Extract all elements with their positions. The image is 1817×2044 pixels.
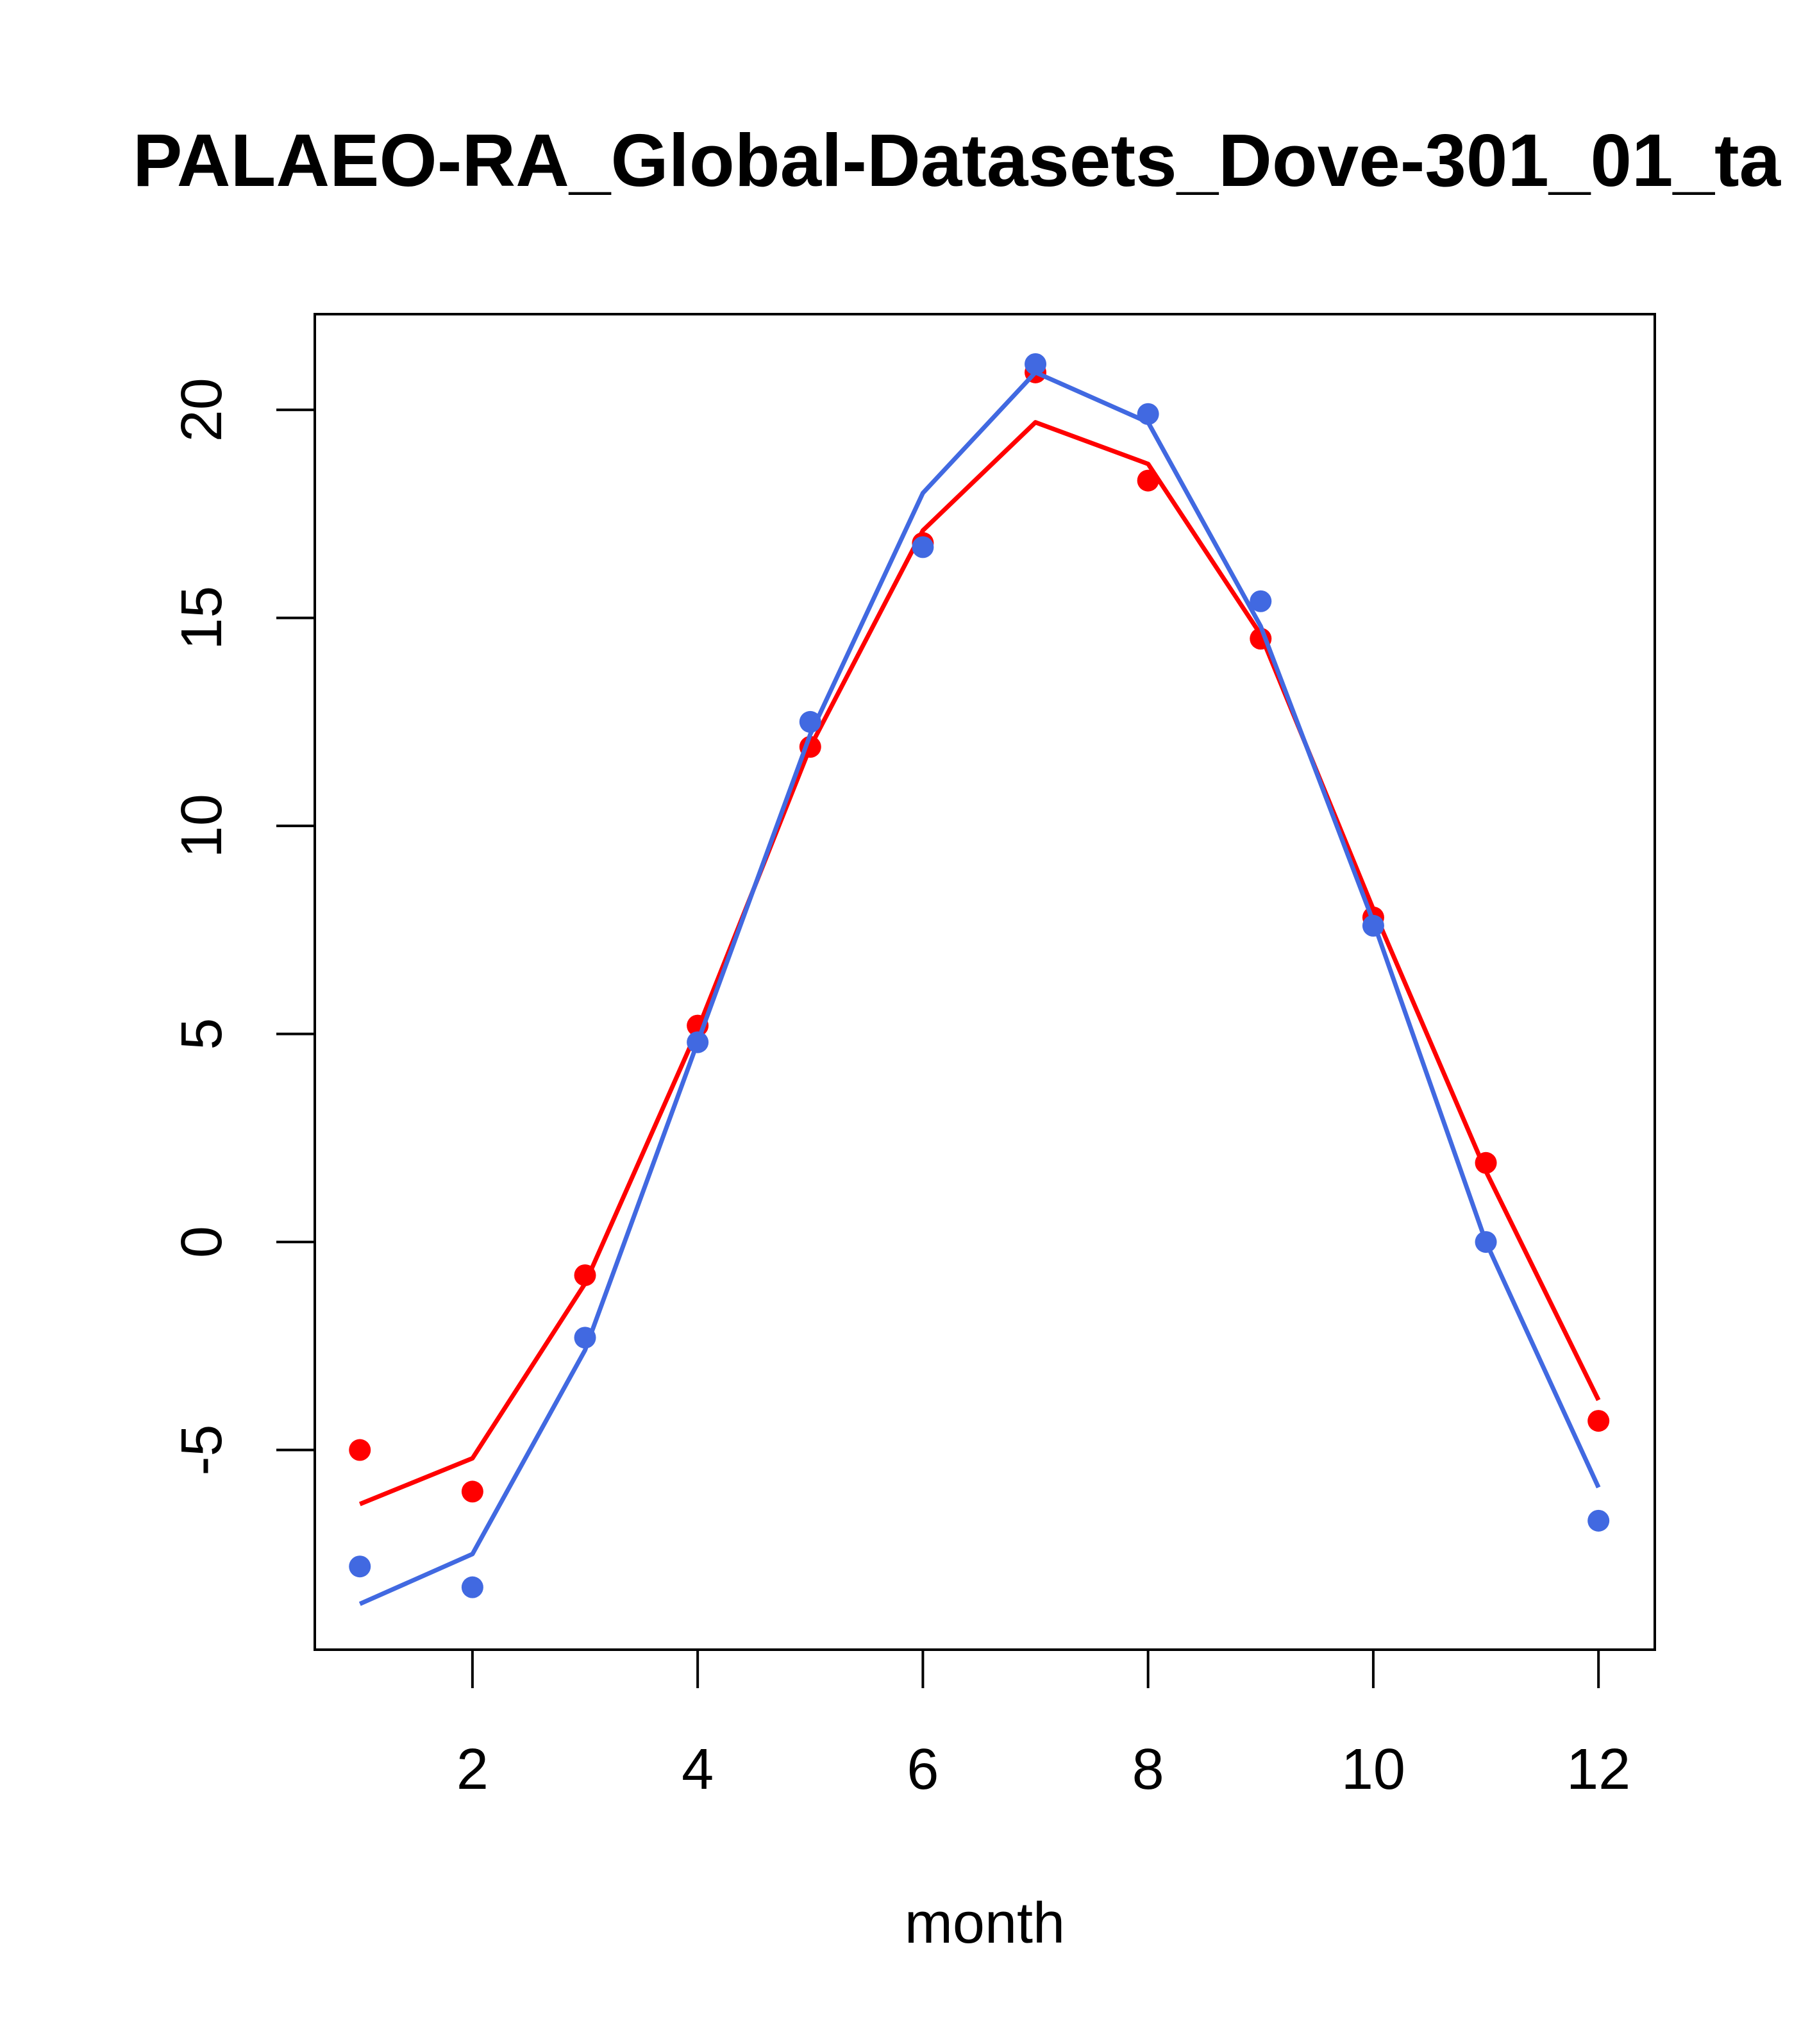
data-point (1587, 1509, 1610, 1532)
x-axis-label: month (905, 1891, 1065, 1956)
x-tick-label: 6 (907, 1738, 939, 1802)
data-point (1250, 590, 1272, 612)
y-tick-label: 5 (170, 1018, 234, 1050)
data-point (1475, 1231, 1497, 1253)
data-point (1137, 403, 1159, 425)
x-tick-label: 12 (1566, 1738, 1630, 1802)
x-axis: 2 4 6 8 10 12 (456, 1648, 1630, 1802)
x-tick-label: 2 (456, 1738, 489, 1802)
data-point (1362, 914, 1384, 937)
series-layer (349, 353, 1610, 1606)
x-tick-label: 10 (1341, 1738, 1405, 1802)
data-point (799, 710, 821, 733)
data-point (1475, 1152, 1497, 1174)
y-axis: -5 0 5 10 15 20 (170, 378, 316, 1476)
data-point (461, 1480, 483, 1503)
data-point (349, 1439, 371, 1461)
data-point (1137, 469, 1159, 492)
data-point (1025, 353, 1047, 375)
data-point (574, 1327, 596, 1349)
x-tick-label: 8 (1132, 1738, 1164, 1802)
series-line (358, 370, 1601, 1606)
y-tick-label: 20 (170, 378, 234, 442)
data-point (912, 536, 934, 558)
series-2 (349, 353, 1610, 1606)
chart-title: PALAEO-RA_Global-Datasets_Dove-301_01_ta (133, 119, 1782, 202)
y-tick-label: -5 (170, 1425, 234, 1476)
data-point (349, 1555, 371, 1578)
data-point (1587, 1410, 1610, 1432)
y-tick-label: 10 (170, 794, 234, 858)
series-1 (349, 361, 1610, 1507)
series-line (358, 420, 1601, 1507)
x-tick-label: 4 (682, 1738, 714, 1802)
data-point (687, 1031, 709, 1053)
y-tick-label: 15 (170, 586, 234, 650)
y-tick-label: 0 (170, 1226, 234, 1258)
plot-frame (314, 313, 1656, 1651)
data-point (574, 1264, 596, 1286)
data-point (461, 1576, 483, 1598)
